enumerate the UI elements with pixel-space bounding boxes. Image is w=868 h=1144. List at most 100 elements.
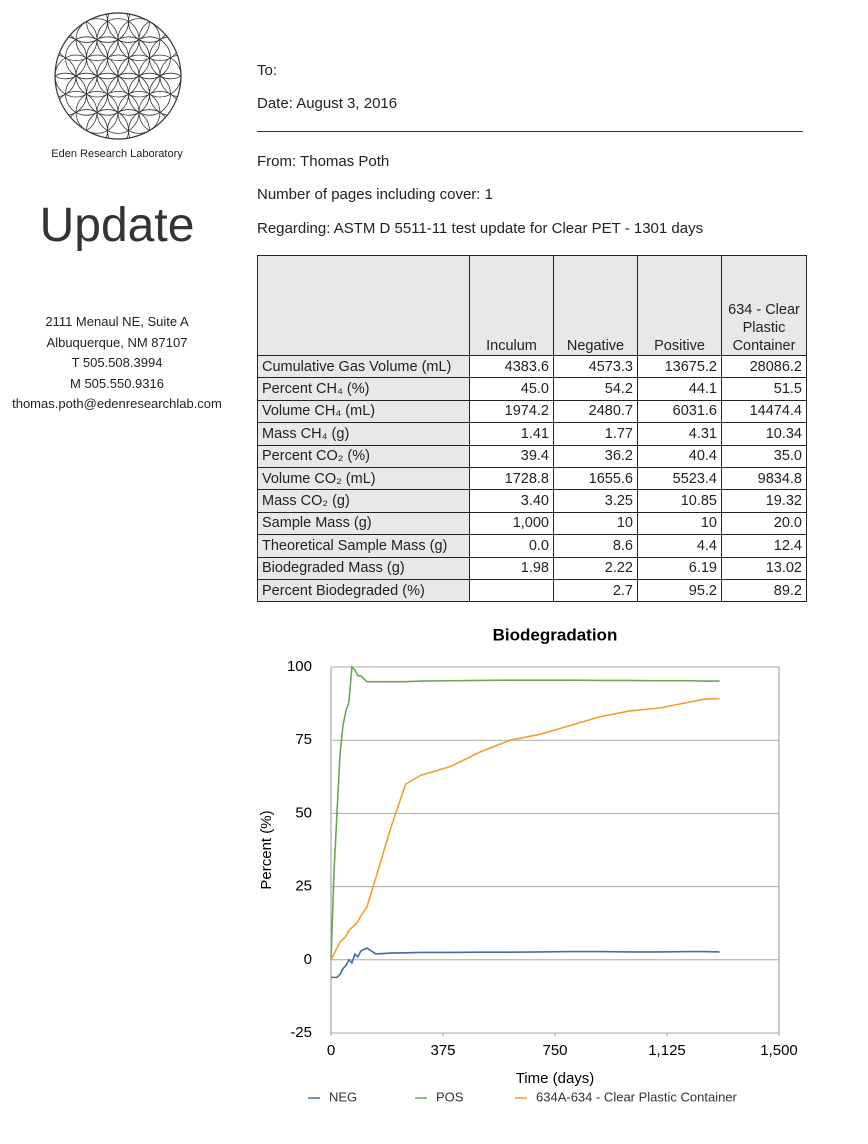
table-cell: 12.4 xyxy=(721,534,807,558)
table-cell: 45.0 xyxy=(469,377,554,401)
row-label: Sample Mass (g) xyxy=(257,511,470,536)
table-cell: 4383.6 xyxy=(469,354,554,379)
table-row: Volume CH₄ (mL) 1974.2 2480.7 6031.6 14474.4 xyxy=(257,399,807,424)
logo xyxy=(54,12,182,140)
table-cell: 3.40 xyxy=(469,489,554,513)
table-cell: 1.98 xyxy=(469,556,554,580)
column-header xyxy=(257,255,470,356)
y-axis-label: Percent (%) xyxy=(258,810,275,889)
plot-area xyxy=(330,666,780,1034)
table-cell: 1974.2 xyxy=(469,399,554,424)
table-cell: 9834.8 xyxy=(721,466,807,491)
table-cell: 10 xyxy=(553,511,638,536)
results-table: Inculum Negative Positive 634 - Clear Plast… xyxy=(257,255,807,603)
table-row: Biodegraded Mass (g) 1.98 2.22 6.19 13.02 xyxy=(257,556,807,580)
table-cell: 28086.2 xyxy=(721,354,807,379)
x-tick-label: 375 xyxy=(430,1042,455,1059)
series-line xyxy=(331,947,720,979)
table-row: Percent CO₂ (%) 39.4 36.2 40.4 35.0 xyxy=(257,444,807,468)
table-cell: 51.5 xyxy=(721,377,807,401)
table-cell: 54.2 xyxy=(553,377,638,401)
divider xyxy=(257,131,803,132)
table-cell: 13675.2 xyxy=(637,354,722,379)
memo-from: From: Thomas Poth xyxy=(257,153,390,170)
y-tick-label: -25 xyxy=(290,1024,312,1041)
row-label: Mass CH₄ (g) xyxy=(257,422,470,446)
table-row: Volume CO₂ (mL) 1728.8 1655.6 5523.4 9834.8 xyxy=(257,466,807,491)
header-row: Inculum Negative Positive 634 - Clear Plast… xyxy=(257,255,807,356)
table-cell xyxy=(469,578,554,603)
table-cell: 40.4 xyxy=(637,444,722,468)
address-line: T 505.508.3994 xyxy=(71,355,163,370)
column-header: Negative xyxy=(553,255,638,356)
series-line xyxy=(330,665,720,960)
table-cell: 10.85 xyxy=(637,489,722,513)
table-cell: 0.0 xyxy=(469,534,554,558)
table-cell: 2.7 xyxy=(553,578,638,603)
table-cell: 1.41 xyxy=(469,422,554,446)
chart-title: Biodegradation xyxy=(493,625,618,644)
table-cell: 2480.7 xyxy=(553,399,638,424)
doc-title: Update xyxy=(39,199,195,252)
x-tick-label: 1,500 xyxy=(760,1042,798,1059)
address-line: Albuquerque, NM 87107 xyxy=(46,334,188,350)
table-cell: 14474.4 xyxy=(721,399,807,424)
address: 2111 Menaul NE, Suite A Albuquerque, NM 8… xyxy=(0,312,234,415)
column-header: Inculum xyxy=(469,255,554,356)
table-cell: 19.32 xyxy=(721,489,807,513)
logo-ring xyxy=(54,12,182,140)
table-row: Cumulative Gas Volume (mL) 4383.6 4573.3 13… xyxy=(257,354,807,379)
table-cell: 2.22 xyxy=(553,556,638,580)
memo-pages: Number of pages including cover: 1 xyxy=(257,186,493,203)
table-cell: 6031.6 xyxy=(637,399,722,424)
y-tick-label: 50 xyxy=(295,804,312,821)
logo-pattern xyxy=(55,13,181,139)
column-header: Positive xyxy=(637,255,722,356)
table-row: Mass CO₂ (g) 3.40 3.25 10.85 19.32 xyxy=(257,489,807,513)
table-cell: 1728.8 xyxy=(469,466,554,491)
table-cell: 20.0 xyxy=(721,511,807,536)
row-label: Percent Biodegraded (%) xyxy=(257,578,470,603)
row-label: Volume CH₄ (mL) xyxy=(257,399,470,424)
table-cell: 1655.6 xyxy=(553,466,638,491)
organization: Eden Research Laboratory xyxy=(51,148,183,160)
table-row: Sample Mass (g) 1,000 10 10 20.0 xyxy=(257,511,807,536)
table-cell: 1,000 xyxy=(469,511,554,536)
row-label: Percent CH₄ (%) xyxy=(257,377,470,401)
y-tick-label: 0 xyxy=(304,951,312,968)
table-row: Theoretical Sample Mass (g) 0.0 8.6 4.4 12.4 xyxy=(257,534,807,558)
table-row: Mass CH₄ (g) 1.41 1.77 4.31 10.34 xyxy=(257,422,807,446)
table-cell: 39.4 xyxy=(469,444,554,468)
memo-regarding: Regarding: ASTM D 5511-11 test update fo… xyxy=(257,220,704,237)
address-line: M 505.550.9316 xyxy=(70,375,164,391)
table-cell: 4.31 xyxy=(637,422,722,446)
chart: Biodegradation Time (days) Percent (%) -… xyxy=(258,625,798,1104)
y-tick-label: 100 xyxy=(287,658,312,675)
row-label: Biodegraded Mass (g) xyxy=(257,556,470,580)
table-cell: 4573.3 xyxy=(553,354,638,379)
legend-label: 634A-634 - Clear Plastic Container xyxy=(536,1089,738,1104)
y-tick-label: 75 xyxy=(295,731,312,748)
table-cell: 44.1 xyxy=(637,377,722,401)
table-cell: 10 xyxy=(637,511,722,536)
legend-label: POS xyxy=(436,1089,464,1104)
logo-circle xyxy=(159,54,181,98)
table-row: Percent CH₄ (%) 45.0 54.2 44.1 51.5 xyxy=(257,377,807,401)
x-tick-label: 750 xyxy=(542,1042,567,1059)
table-cell: 89.2 xyxy=(721,578,807,603)
table-cell: 3.25 xyxy=(553,489,638,513)
address-line: 2111 Menaul NE, Suite A xyxy=(45,314,189,329)
row-label: Mass CO₂ (g) xyxy=(257,489,470,513)
logo-circle xyxy=(55,54,77,98)
table-row: Percent Biodegraded (%) 2.7 95.2 89.2 xyxy=(257,578,807,603)
table-cell: 35.0 xyxy=(721,444,807,468)
table-cell: 95.2 xyxy=(637,578,722,603)
address-line: thomas.poth@edenresearchlab.com xyxy=(12,396,222,411)
x-axis-label: Time (days) xyxy=(516,1070,595,1087)
table-cell: 1.77 xyxy=(553,422,638,446)
table-cell: 13.02 xyxy=(721,556,807,580)
legend-label: NEG xyxy=(329,1089,357,1104)
x-tick-label: 0 xyxy=(327,1042,335,1059)
memo-to: To: xyxy=(257,62,278,79)
